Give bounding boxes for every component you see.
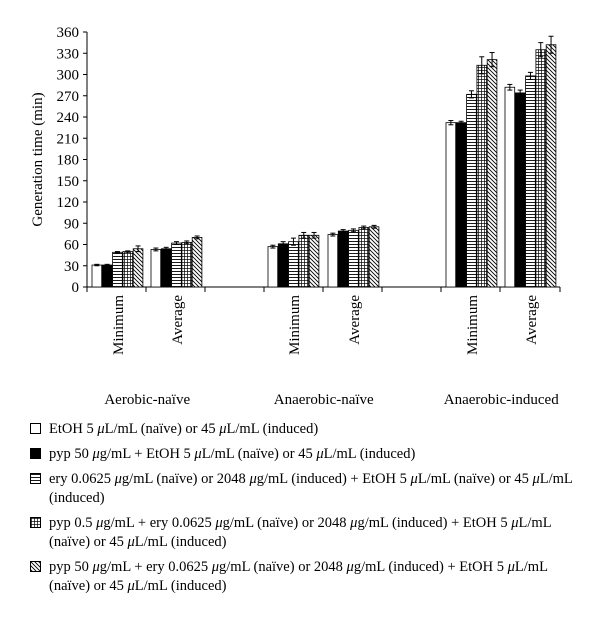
- legend-label: EtOH 5 μL/mL (naïve) or 45 μL/mL (induce…: [49, 421, 319, 437]
- bar: [181, 241, 192, 288]
- y-tick-label: 30: [64, 259, 79, 275]
- bar: [277, 243, 289, 288]
- category-label: Average: [170, 295, 186, 345]
- legend-label: pyp 50 μg/mL + ery 0.0625 μg/mL (naïve) …: [49, 559, 548, 594]
- category-label: Minimum: [465, 295, 481, 355]
- legend-item: pyp 50 μg/mL + EtOH 5 μL/mL (naïve) or 4…: [30, 445, 590, 464]
- bar: [101, 264, 113, 288]
- bar: [171, 242, 182, 288]
- legend-label: pyp 50 μg/mL + EtOH 5 μL/mL (naïve) or 4…: [49, 446, 416, 462]
- y-tick-label: 240: [57, 110, 80, 126]
- legend-label: pyp 0.5 μg/mL + ery 0.0625 μg/mL (naïve)…: [49, 515, 552, 550]
- y-axis-label: Generation time (min): [30, 92, 46, 226]
- bar: [525, 75, 536, 288]
- bar: [466, 93, 477, 288]
- legend-item: pyp 0.5 μg/mL + ery 0.0625 μg/mL (naïve)…: [30, 514, 590, 552]
- legend-item: pyp 50 μg/mL + ery 0.0625 μg/mL (naïve) …: [30, 558, 590, 596]
- legend-swatch: [30, 473, 41, 484]
- y-tick-label: 210: [57, 131, 80, 147]
- bar: [545, 44, 557, 288]
- legend-swatch: [30, 448, 41, 459]
- bar: [476, 64, 487, 288]
- bar: [455, 122, 467, 288]
- y-tick-label: 150: [57, 174, 80, 190]
- bar: [308, 234, 320, 288]
- group-label: Anaerobic-induced: [444, 392, 559, 408]
- y-tick-label: 90: [64, 216, 79, 232]
- bar: [288, 241, 299, 288]
- category-label: Average: [347, 295, 363, 345]
- y-tick-label: 270: [57, 89, 80, 105]
- legend-swatch: [30, 423, 41, 434]
- bar: [514, 92, 526, 288]
- y-tick-label: 0: [72, 280, 80, 296]
- group-label: Anaerobic-naïve: [274, 392, 374, 408]
- bar: [122, 251, 134, 288]
- legend-item: ery 0.0625 μg/mL (naïve) or 2048 μg/mL (…: [30, 470, 590, 508]
- bar: [160, 248, 172, 288]
- bar: [504, 86, 516, 288]
- bar: [535, 49, 547, 288]
- bar: [191, 237, 203, 288]
- bar: [348, 229, 359, 288]
- y-tick-label: 300: [57, 68, 80, 84]
- bar: [358, 227, 369, 288]
- y-tick-label: 60: [64, 238, 79, 254]
- legend-label: ery 0.0625 μg/mL (naïve) or 2048 μg/mL (…: [49, 471, 573, 506]
- y-tick-label: 330: [57, 46, 80, 62]
- bar: [337, 230, 349, 288]
- category-label: Minimum: [287, 295, 303, 355]
- legend-swatch: [30, 561, 41, 572]
- legend-swatch: [30, 517, 41, 528]
- bar: [368, 226, 380, 288]
- bar: [267, 246, 279, 288]
- bar: [298, 234, 309, 288]
- y-tick-label: 120: [57, 195, 80, 211]
- chart-legend: EtOH 5 μL/mL (naïve) or 45 μL/mL (induce…: [30, 420, 590, 602]
- bar: [132, 248, 144, 288]
- generation-time-chart: 0 30 60 90 120 150 180 210 240 270 300 330 360 Gener…: [30, 25, 561, 408]
- y-tick-label: 180: [57, 153, 80, 169]
- legend-item: EtOH 5 μL/mL (naïve) or 45 μL/mL (induce…: [30, 420, 590, 439]
- bar: [486, 59, 498, 288]
- category-label: Average: [524, 295, 540, 345]
- bar: [112, 251, 123, 288]
- category-label: Minimum: [111, 295, 127, 355]
- bar: [445, 122, 457, 288]
- bar: [150, 249, 162, 288]
- bar: [91, 264, 103, 288]
- group-label: Aerobic-naïve: [104, 392, 190, 408]
- bar: [327, 234, 339, 288]
- y-tick-label: 360: [57, 25, 80, 41]
